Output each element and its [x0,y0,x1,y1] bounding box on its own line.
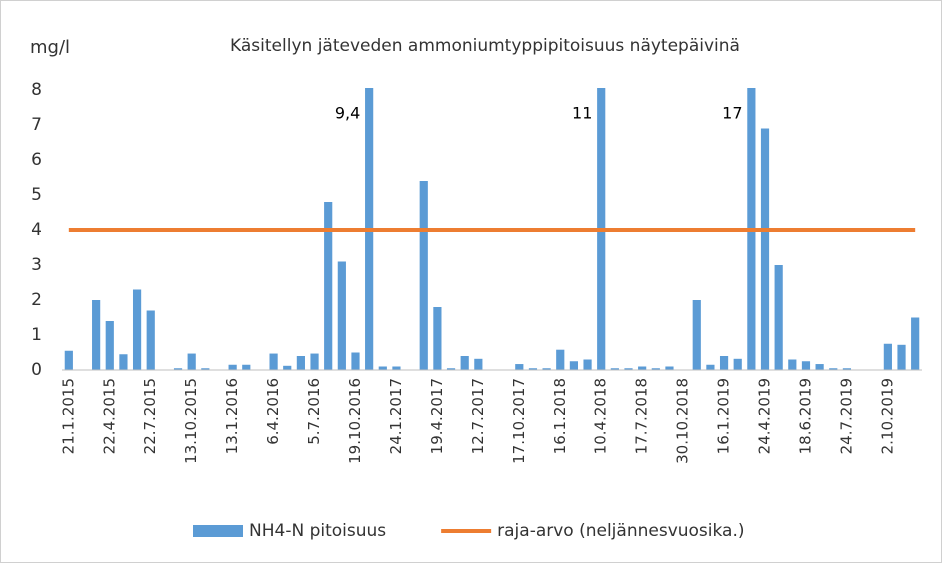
bar [64,350,73,370]
x-tick-label: 24.4.2019 [756,378,774,454]
y-tick-label: 4 [31,220,42,240]
bar [474,358,483,370]
bar [460,356,469,370]
y-tick-label: 6 [31,150,42,170]
bar [201,368,210,370]
bar [788,359,797,370]
bar [146,310,155,370]
x-tick-label: 30.10.2018 [674,378,692,464]
x-tick-label: 12.7.2017 [469,378,487,454]
bar [242,364,251,370]
bar [815,364,824,370]
bar [883,343,892,370]
x-tick-label: 2.10.2019 [878,378,896,454]
data-label: 11 [572,104,592,123]
bar [651,368,660,370]
chart-title: Käsitellyn jäteveden ammoniumtyppipitois… [230,36,740,56]
x-tick-label: 19.10.2016 [346,378,364,464]
y-tick-label: 8 [31,80,42,100]
bar [446,368,456,370]
x-tick-label: 10.4.2018 [592,378,610,454]
bar [719,356,729,370]
bar [556,349,565,370]
bar [296,356,305,370]
bar [132,289,142,370]
bar [228,364,237,370]
bar [569,361,578,370]
bar [187,353,196,370]
bar [911,317,920,370]
x-tick-label: 16.1.2018 [551,378,569,454]
x-tick-label: 19.4.2017 [428,378,446,454]
bar [351,352,360,370]
bar [105,321,114,370]
bar [324,202,333,370]
bar [692,300,701,370]
x-tick-label: 18.6.2019 [796,378,814,454]
bar [638,366,647,370]
x-tick-label: 22.4.2015 [100,378,118,454]
bar [419,181,428,370]
data-label: 9,4 [335,104,360,123]
bar [310,353,319,370]
legend-label: NH4-N pitoisuus [249,521,386,541]
bar [665,366,674,370]
bar [392,366,401,370]
x-tick-label: 17.10.2017 [510,378,528,464]
y-axis-label: mg/l [30,37,70,58]
bar [842,368,852,370]
legend-label: raja-arvo (neljännesvuosika.) [497,521,744,541]
bar [365,88,374,370]
legend-swatch [193,525,243,537]
bar [624,368,633,370]
y-tick-label: 7 [31,115,42,135]
x-tick-label: 24.1.2017 [387,378,405,454]
bar [542,368,551,370]
x-tick-label: 17.7.2018 [633,378,651,454]
y-tick-label: 2 [31,290,42,310]
x-tick-label: 13.1.2016 [223,378,241,454]
bar [269,353,278,370]
bar [173,368,183,370]
bar [283,365,292,370]
y-tick-label: 3 [31,255,42,275]
y-tick-label: 1 [31,325,42,345]
bar [583,359,592,370]
bar [610,368,619,370]
x-tick-label: 13.10.2015 [182,378,200,464]
bar [92,300,101,370]
bar [897,344,906,370]
x-tick-label: 6.4.2016 [264,378,282,445]
bar [774,265,783,370]
x-tick-label: 22.7.2015 [141,378,159,454]
x-tick-label: 5.7.2016 [305,378,323,445]
x-tick-label: 24.7.2019 [837,378,855,454]
bar [829,368,838,370]
bar [528,368,538,370]
y-tick-label: 5 [31,185,42,205]
bar [801,361,811,370]
bar [706,364,715,370]
x-tick-label: 16.1.2019 [715,378,733,454]
bar [515,364,524,370]
y-tick-label: 0 [31,360,42,380]
bar [378,366,387,370]
bar [433,307,442,370]
data-label: 17 [722,104,742,123]
plot-area [64,88,920,370]
bar [119,354,128,370]
x-tick-label: 21.1.2015 [59,378,77,454]
bar [733,358,742,370]
bar [760,128,770,370]
bar [337,261,346,370]
